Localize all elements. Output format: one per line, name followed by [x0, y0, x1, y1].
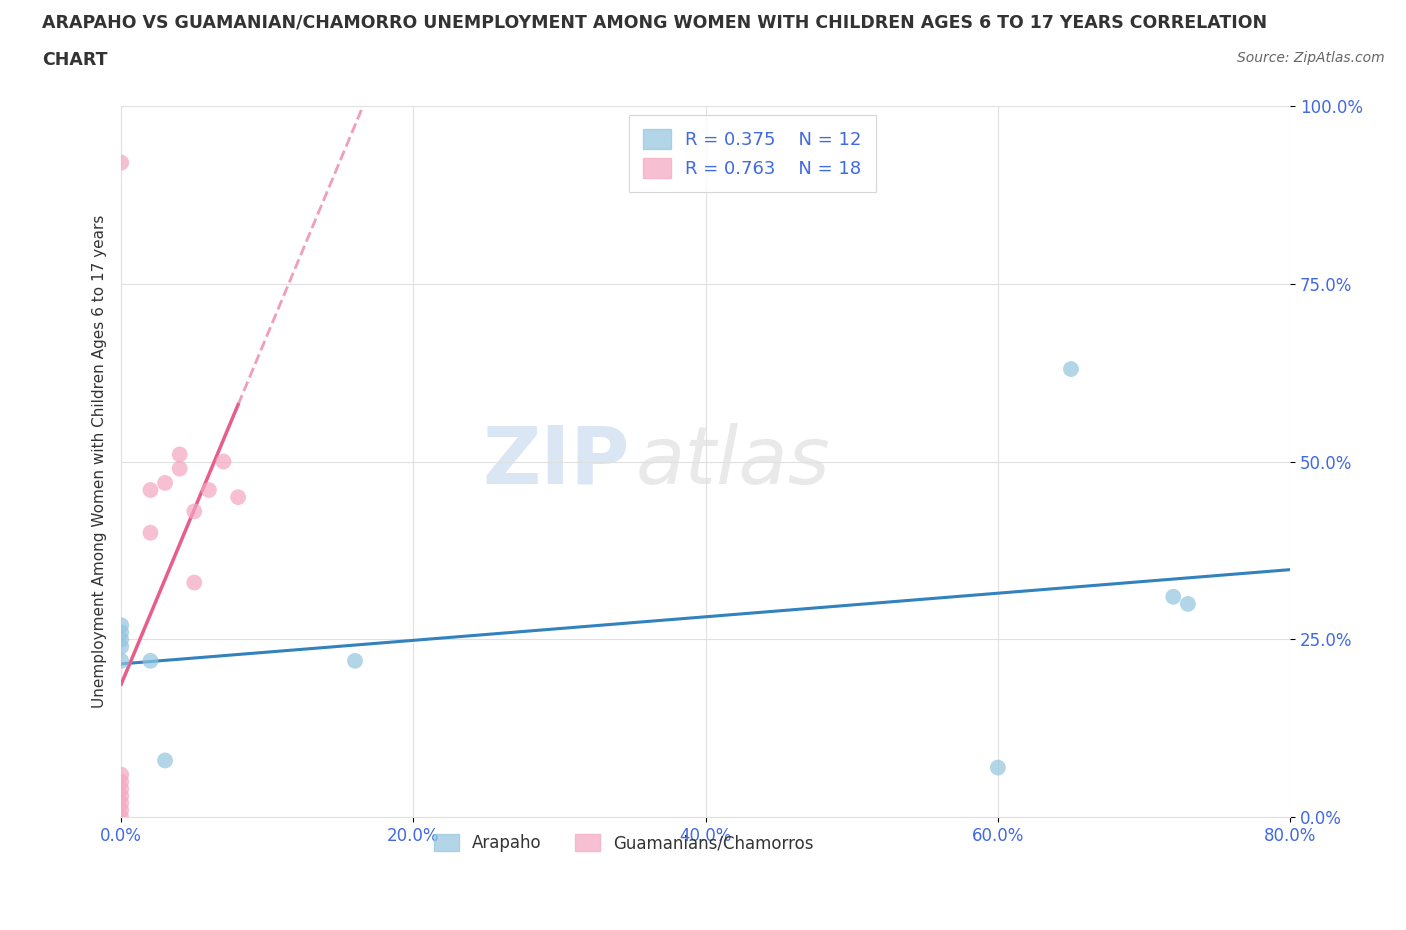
Point: [110, 155, 132, 170]
Point: [139, 525, 162, 540]
Point: [110, 781, 132, 796]
Point: [183, 575, 205, 590]
Point: [198, 483, 221, 498]
Legend: Arapaho, Guamanians/Chamorros: Arapaho, Guamanians/Chamorros: [427, 828, 821, 859]
Text: CHART: CHART: [42, 51, 108, 69]
Text: ARAPAHO VS GUAMANIAN/CHAMORRO UNEMPLOYMENT AMONG WOMEN WITH CHILDREN AGES 6 TO 1: ARAPAHO VS GUAMANIAN/CHAMORRO UNEMPLOYME…: [42, 14, 1267, 32]
Text: Source: ZipAtlas.com: Source: ZipAtlas.com: [1237, 51, 1385, 65]
Y-axis label: Unemployment Among Women with Children Ages 6 to 17 years: Unemployment Among Women with Children A…: [93, 215, 107, 709]
Point: [1161, 590, 1184, 604]
Point: [987, 760, 1010, 775]
Point: [110, 775, 132, 790]
Point: [110, 803, 132, 817]
Point: [110, 810, 132, 825]
Point: [343, 654, 366, 669]
Text: atlas: atlas: [636, 422, 831, 500]
Point: [110, 796, 132, 811]
Point: [139, 483, 162, 498]
Point: [110, 632, 132, 647]
Point: [139, 654, 162, 669]
Point: [1177, 596, 1199, 611]
Point: [110, 654, 132, 669]
Point: [110, 618, 132, 632]
Point: [153, 753, 176, 768]
Point: [169, 461, 191, 476]
Point: [110, 767, 132, 782]
Point: [183, 504, 205, 519]
Point: [169, 447, 191, 462]
Text: ZIP: ZIP: [482, 422, 630, 500]
Point: [226, 490, 249, 505]
Point: [110, 639, 132, 654]
Point: [110, 789, 132, 804]
Point: [110, 625, 132, 640]
Point: [212, 454, 235, 469]
Point: [1060, 362, 1083, 377]
Point: [153, 475, 176, 490]
